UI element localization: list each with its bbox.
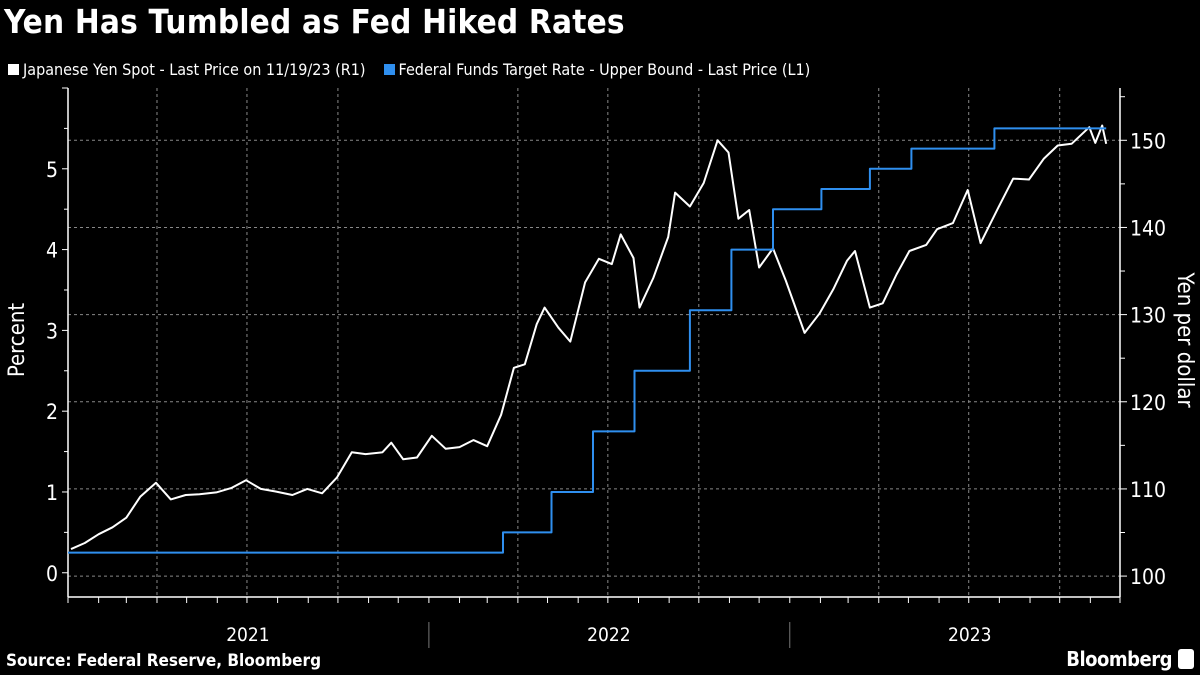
legend: Japanese Yen Spot - Last Price on 11/19/… <box>8 60 810 79</box>
chart-title: Yen Has Tumbled as Fed Hiked Rates <box>4 2 625 41</box>
yen-spot-line <box>70 124 1108 551</box>
brand-name: Bloomberg <box>1066 647 1172 671</box>
series-lines <box>68 124 1108 554</box>
left-tick-label: 3 <box>46 319 58 343</box>
right-axis-label: Yen per dollar <box>1172 271 1197 408</box>
fed-funds-step-line <box>68 127 1107 554</box>
right-tick-label: 110 <box>1130 478 1166 502</box>
axes: 2021 2022 2023 0 1 2 3 4 5 100 110 120 130 140 150 <box>46 87 1166 648</box>
left-tick-label: 1 <box>46 481 58 505</box>
gridlines <box>68 88 1120 597</box>
right-tick-label: 130 <box>1130 304 1166 328</box>
legend-item-yen: Japanese Yen Spot - Last Price on 11/19/… <box>8 60 366 79</box>
left-tick-label: 4 <box>46 239 58 263</box>
x-tick-label: 2021 <box>226 624 270 646</box>
legend-item-fed: Federal Funds Target Rate - Upper Bound … <box>383 60 811 79</box>
right-tick-label: 120 <box>1130 391 1166 415</box>
right-tick-label: 150 <box>1130 129 1166 153</box>
left-tick-label: 2 <box>46 400 58 424</box>
right-tick-label: 100 <box>1130 565 1166 589</box>
left-tick-label: 5 <box>46 158 58 182</box>
right-tick-label: 140 <box>1130 216 1166 240</box>
legend-label-fed: Federal Funds Target Rate - Upper Bound … <box>398 60 811 79</box>
source-note: Source: Federal Reserve, Bloomberg <box>6 651 322 671</box>
legend-swatch-yen <box>8 64 19 75</box>
x-tick-label: 2022 <box>587 624 631 646</box>
left-axis-label: Percent <box>5 303 30 378</box>
left-tick-label: 0 <box>46 562 58 586</box>
legend-swatch-fed <box>383 64 395 75</box>
legend-label-yen: Japanese Yen Spot - Last Price on 11/19/… <box>23 60 366 79</box>
bloomberg-mark-icon <box>1178 649 1194 669</box>
x-tick-label: 2023 <box>948 624 992 646</box>
bloomberg-logo: Bloomberg <box>1066 647 1194 671</box>
